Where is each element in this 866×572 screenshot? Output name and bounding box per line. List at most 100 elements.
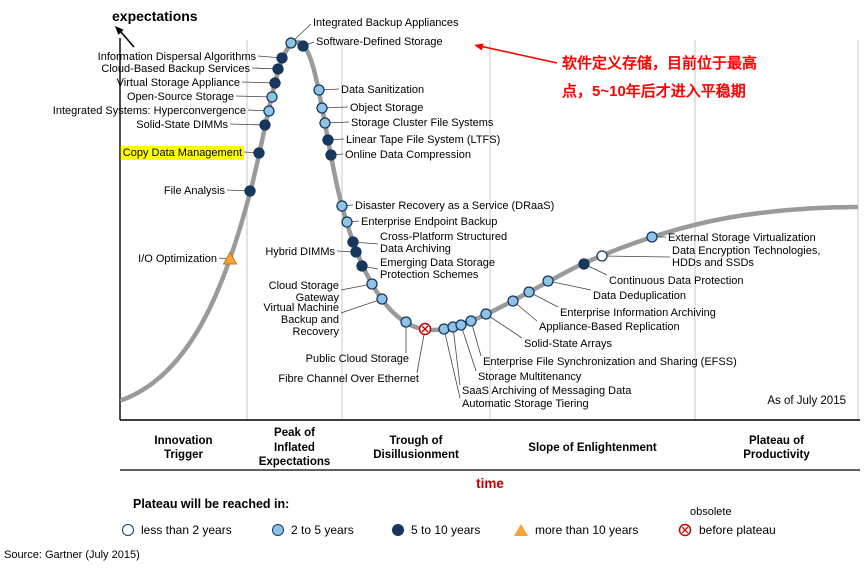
- legend-label: 2 to 5 years: [291, 523, 354, 537]
- hype-point-label: Enterprise Information Archiving: [560, 307, 716, 319]
- hype-point-label: Linear Tape File System (LTFS): [346, 134, 500, 146]
- obsolete-before-plateau-marker-icon: [678, 523, 692, 537]
- hype-point-dot: [322, 134, 334, 146]
- hype-point-label: Fibre Channel Over Ethernet: [278, 373, 419, 385]
- leader-line: [547, 280, 592, 291]
- legend-item-less-than-2-years: less than 2 years: [122, 522, 232, 538]
- hype-point-label: Enterprise File Synchronization and Shar…: [483, 356, 737, 368]
- hype-point-label: Object Storage: [350, 102, 423, 114]
- hype-point-dot: [376, 293, 388, 305]
- annotation-arrow-icon: [474, 43, 558, 64]
- hype-point-dot: [341, 216, 353, 228]
- legend-item-more-than-10-years: more than 10 years: [514, 522, 638, 538]
- hype-point-label: Automatic Storage Tiering: [462, 398, 589, 410]
- hype-point-label: Emerging Data Storage Protection Schemes: [380, 257, 495, 281]
- source-credit: Source: Gartner (July 2015): [4, 549, 140, 561]
- hype-point-dot: [244, 185, 256, 197]
- legend-label: before plateau: [699, 523, 776, 537]
- hype-point-dot: [313, 84, 325, 96]
- hype-point-label: I/O Optimization: [138, 253, 217, 265]
- hype-point-dot: [356, 260, 368, 272]
- phase-label-trough-of-disillusionment: Trough of Disillusionment: [373, 434, 459, 461]
- hype-point-dot: [465, 315, 477, 327]
- hype-point-label: Copy Data Management: [123, 147, 242, 159]
- legend-title: Plateau will be reached in:: [133, 497, 290, 511]
- hype-point-dot: [272, 63, 284, 75]
- leader-line: [485, 313, 523, 339]
- hype-point-label: Virtual Storage Appliance: [117, 77, 240, 89]
- hype-point-label: File Analysis: [164, 185, 226, 197]
- hype-point-dot: [596, 250, 608, 262]
- leader-line: [416, 328, 426, 374]
- obsolete-suplabel: obsolete: [690, 506, 732, 518]
- legend-label: more than 10 years: [535, 523, 639, 537]
- leader-line: [235, 95, 273, 98]
- hype-point-dot: [297, 40, 309, 52]
- hype-point-dot: [578, 258, 590, 270]
- phase-label-innovation-trigger: Innovation Trigger: [154, 434, 213, 461]
- hype-point-label: Information Dispersal Algorithms: [98, 51, 257, 63]
- hype-point-label: Virtual Machine Backup and Recovery: [263, 302, 339, 338]
- phase-label-peak-of-inflated-expectations: Peak of Inflated Expectations: [258, 427, 331, 469]
- hype-point-dot: [316, 102, 328, 114]
- hype-point-label: External Storage Virtualization: [668, 232, 816, 244]
- hype-point-label: Online Data Compression: [345, 149, 471, 161]
- hype-point-label: Solid-State DIMMs: [136, 119, 228, 131]
- hype-point-dot: [347, 236, 359, 248]
- hype-point-label: Integrated Backup Appliances: [313, 17, 459, 29]
- expectations-axis-arrow-icon: [115, 26, 135, 48]
- hype-point-label: Public Cloud Storage: [306, 353, 409, 365]
- hype-point-label: Appliance-Based Replication: [539, 321, 680, 333]
- hype-point-label: Data Encryption Technologies, HDDs and SS…: [672, 245, 820, 269]
- hype-point-dot: [266, 91, 278, 103]
- hype-point-triangle: [222, 251, 238, 265]
- hype-point-dot: [319, 117, 331, 129]
- hype-point-label: Solid-State Arrays: [524, 338, 613, 350]
- technology-dots: [222, 37, 658, 336]
- y-axis-label: expectations: [112, 8, 198, 24]
- hype-point-label: Data Sanitization: [341, 84, 424, 96]
- hype-point-label: Cloud-Based Backup Services: [101, 63, 250, 75]
- hype-point-label: Integrated Systems: Hyperconvergence: [53, 105, 246, 117]
- highlight-rect: [120, 146, 244, 160]
- hype-point-label: Enterprise Endpoint Backup: [361, 216, 497, 228]
- leader-line: [470, 320, 482, 357]
- hype-point-label: Storage Multitenancy: [478, 371, 582, 383]
- legend-item-obsolete-before-plateau: obsolete before plateau: [678, 506, 866, 538]
- leader-line: [601, 255, 671, 258]
- hype-point-dot: [350, 246, 362, 258]
- hype-point-label: Continuous Data Protection: [609, 275, 744, 287]
- hype-point-dot: [259, 119, 271, 131]
- legend-item-5-to-10-years: 5 to 10 years: [392, 522, 480, 538]
- two-to-five-years-marker-icon: [272, 524, 284, 536]
- hype-point-dot: [253, 147, 265, 159]
- hype-point-dot: [523, 286, 535, 298]
- hype-point-dot: [400, 316, 412, 328]
- hype-point-dot: [366, 278, 378, 290]
- hype-point-label: Disaster Recovery as a Service (DRaaS): [355, 200, 554, 212]
- legend-label: 5 to 10 years: [411, 523, 481, 537]
- hype-point-dot: [438, 323, 450, 335]
- hype-point-dot: [276, 52, 288, 64]
- hype-point-dot: [269, 77, 281, 89]
- leader-line: [460, 324, 477, 372]
- phase-label-plateau-of-productivity: Plateau of Productivity: [743, 434, 810, 461]
- chinese-annotation: 软件定义存储，目前位于最高 点，5~10年后才进入平稳期: [562, 55, 758, 100]
- legend-item-2-to-5-years: 2 to 5 years: [272, 522, 354, 538]
- hype-point-label: Open-Source Storage: [127, 91, 234, 103]
- hype-point-dot: [646, 231, 658, 243]
- hype-point-dot: [455, 319, 467, 331]
- less-than-2-years-marker-icon: [122, 524, 134, 536]
- hype-point-dot: [263, 105, 275, 117]
- hype-point-dot: [336, 200, 348, 212]
- x-axis-label: time: [476, 476, 504, 491]
- five-to-ten-years-marker-icon: [392, 524, 404, 536]
- hype-point-dot: [325, 149, 337, 161]
- hype-point-dot: [285, 37, 297, 49]
- hype-point-dot: [480, 308, 492, 320]
- hype-point-obsolete: [418, 322, 432, 336]
- leader-line: [229, 123, 266, 126]
- legend-label: less than 2 years: [141, 523, 232, 537]
